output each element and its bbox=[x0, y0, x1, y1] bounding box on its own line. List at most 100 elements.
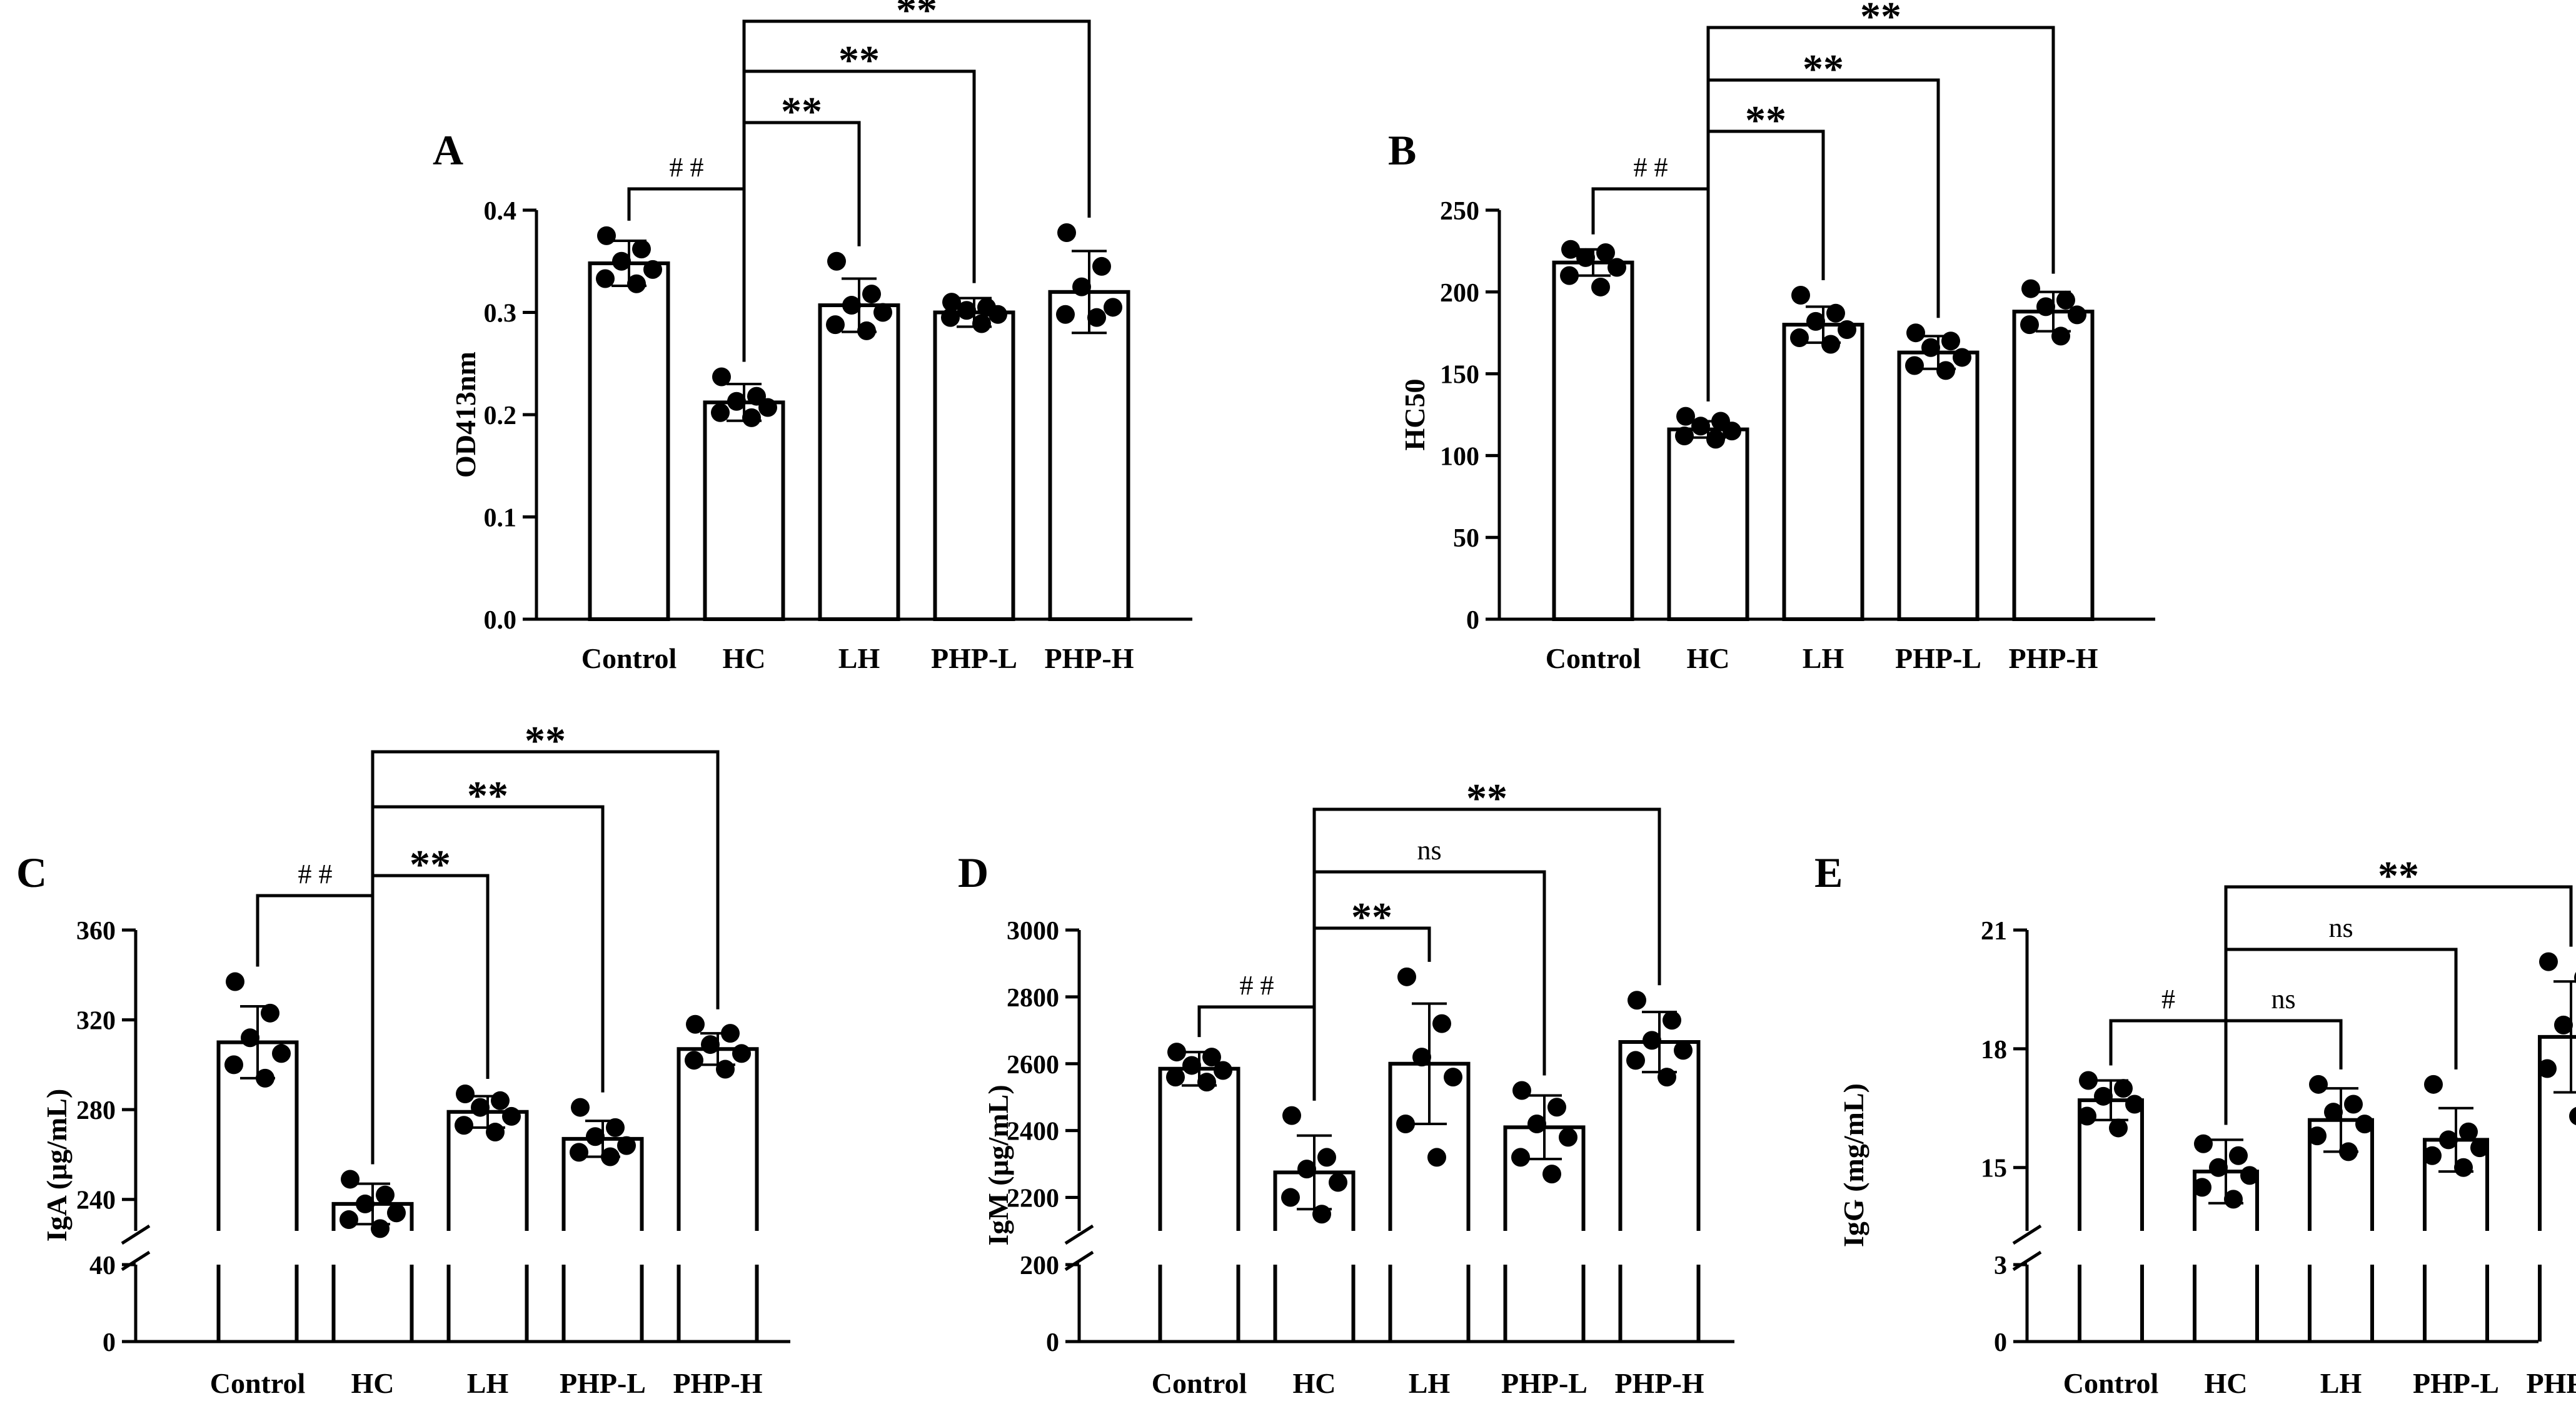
x-tick-label: LH bbox=[838, 642, 880, 674]
data-point bbox=[456, 1085, 475, 1104]
data-point bbox=[1790, 328, 1809, 348]
axis-break-mark bbox=[2012, 1250, 2042, 1272]
data-point bbox=[1674, 1041, 1693, 1060]
data-point bbox=[727, 392, 746, 411]
panel-letter: D bbox=[958, 849, 989, 896]
data-point bbox=[2224, 1190, 2243, 1209]
significance-label: # # bbox=[298, 859, 333, 889]
data-point bbox=[842, 296, 861, 315]
chart-panel-e: E IgG (mg/mL) 0 3 15 18 21 Control HC LH PHP-L PHP-… bbox=[1814, 849, 2576, 1399]
data-point bbox=[826, 315, 845, 335]
data-point bbox=[2051, 326, 2070, 346]
y-tick-label: 360 bbox=[76, 917, 116, 946]
data-point bbox=[570, 1143, 588, 1162]
x-tick-label: Control bbox=[2063, 1367, 2159, 1399]
y-tick-label: 50 bbox=[1453, 524, 1479, 553]
y-tick-label: 21 bbox=[1981, 917, 2007, 946]
data-point bbox=[1723, 422, 1741, 441]
data-point bbox=[1397, 967, 1416, 986]
data-point bbox=[1643, 1031, 1661, 1050]
data-point bbox=[2240, 1166, 2259, 1185]
significance-label: ** bbox=[838, 38, 880, 83]
bar-hc bbox=[703, 400, 785, 621]
y-tick-label: 2600 bbox=[1007, 1051, 1059, 1080]
data-point bbox=[1936, 361, 1955, 380]
x-tick-label: PHP-L bbox=[560, 1367, 646, 1399]
data-point bbox=[356, 1194, 375, 1213]
data-point bbox=[1167, 1043, 1186, 1062]
data-point bbox=[1182, 1056, 1201, 1075]
data-point bbox=[341, 1170, 360, 1189]
bar-hc bbox=[1667, 427, 1749, 621]
data-point bbox=[2344, 1095, 2363, 1114]
data-point bbox=[612, 251, 631, 271]
data-point bbox=[226, 972, 244, 991]
data-point bbox=[571, 1098, 590, 1117]
data-point bbox=[701, 1035, 720, 1054]
data-point bbox=[2424, 1075, 2443, 1094]
y-tick-label: 250 bbox=[1440, 197, 1479, 226]
data-point bbox=[1905, 356, 1924, 375]
data-point bbox=[1821, 335, 1840, 354]
x-tick-label: PHP-L bbox=[1501, 1367, 1587, 1399]
data-point bbox=[1676, 407, 1695, 426]
data-point bbox=[2454, 1158, 2473, 1177]
y-tick-label: 0.1 bbox=[484, 504, 517, 533]
significance-label: ** bbox=[781, 89, 822, 134]
significance-label: ** bbox=[467, 773, 508, 819]
data-point bbox=[1596, 243, 1615, 263]
data-point bbox=[486, 1123, 505, 1142]
y-tick-label: 40 bbox=[89, 1252, 116, 1280]
data-point bbox=[1527, 1114, 1546, 1133]
x-tick-label: PHP-H bbox=[673, 1367, 762, 1399]
y-tick-label: 2800 bbox=[1007, 984, 1059, 1013]
y-tick-label: 100 bbox=[1440, 442, 1479, 471]
data-point bbox=[1561, 240, 1580, 259]
data-point bbox=[586, 1127, 605, 1146]
data-point bbox=[1412, 1048, 1431, 1067]
significance-label: ns bbox=[1417, 835, 1441, 866]
significance-bracket bbox=[2224, 885, 2573, 1125]
data-point bbox=[827, 251, 846, 271]
x-tick-label: PHP-L bbox=[1895, 642, 1981, 674]
y-tick-label: 0.4 bbox=[484, 197, 517, 226]
data-point bbox=[272, 1044, 291, 1063]
data-point bbox=[2109, 1118, 2128, 1138]
significance-label: ** bbox=[1351, 894, 1392, 940]
data-point bbox=[1087, 308, 1106, 327]
bar-php-l bbox=[1897, 350, 1980, 621]
data-point bbox=[2470, 1138, 2489, 1158]
data-point bbox=[1312, 1205, 1331, 1224]
data-point bbox=[972, 314, 991, 333]
y-axis-label: OD413nm bbox=[450, 351, 481, 478]
data-point bbox=[1542, 1165, 1561, 1184]
bar-php-h bbox=[1048, 290, 1130, 621]
data-point bbox=[340, 1210, 358, 1230]
x-tick-label: LH bbox=[1803, 642, 1844, 674]
x-tick-label: PHP-H bbox=[1614, 1367, 1704, 1399]
data-point bbox=[1317, 1148, 1336, 1167]
data-point bbox=[1791, 286, 1810, 305]
significance-bracket bbox=[1312, 807, 1661, 1101]
data-point bbox=[1432, 1014, 1451, 1033]
x-tick-label: LH bbox=[1409, 1367, 1451, 1399]
data-point bbox=[716, 1060, 735, 1079]
y-tick-label: 18 bbox=[1981, 1036, 2007, 1065]
significance-label: ns bbox=[2328, 913, 2353, 943]
x-tick-label: Control bbox=[210, 1367, 306, 1399]
axis-break-mark bbox=[1064, 1250, 1094, 1272]
data-point bbox=[1591, 277, 1610, 296]
y-tick-label: 280 bbox=[76, 1096, 116, 1125]
data-point bbox=[455, 1116, 473, 1135]
significance-label: # # bbox=[1634, 152, 1668, 183]
y-tick-label: 3 bbox=[1994, 1252, 2007, 1280]
axis-break-mark bbox=[121, 1224, 151, 1245]
y-tick-label: 200 bbox=[1440, 279, 1479, 308]
bar-lh bbox=[1782, 323, 1864, 621]
significance-label: ** bbox=[410, 842, 451, 888]
y-tick-label: 200 bbox=[1020, 1252, 1059, 1280]
bar-php-h bbox=[2012, 310, 2095, 621]
data-point bbox=[491, 1091, 510, 1110]
x-tick-label: HC bbox=[351, 1367, 395, 1399]
data-point bbox=[712, 367, 731, 387]
